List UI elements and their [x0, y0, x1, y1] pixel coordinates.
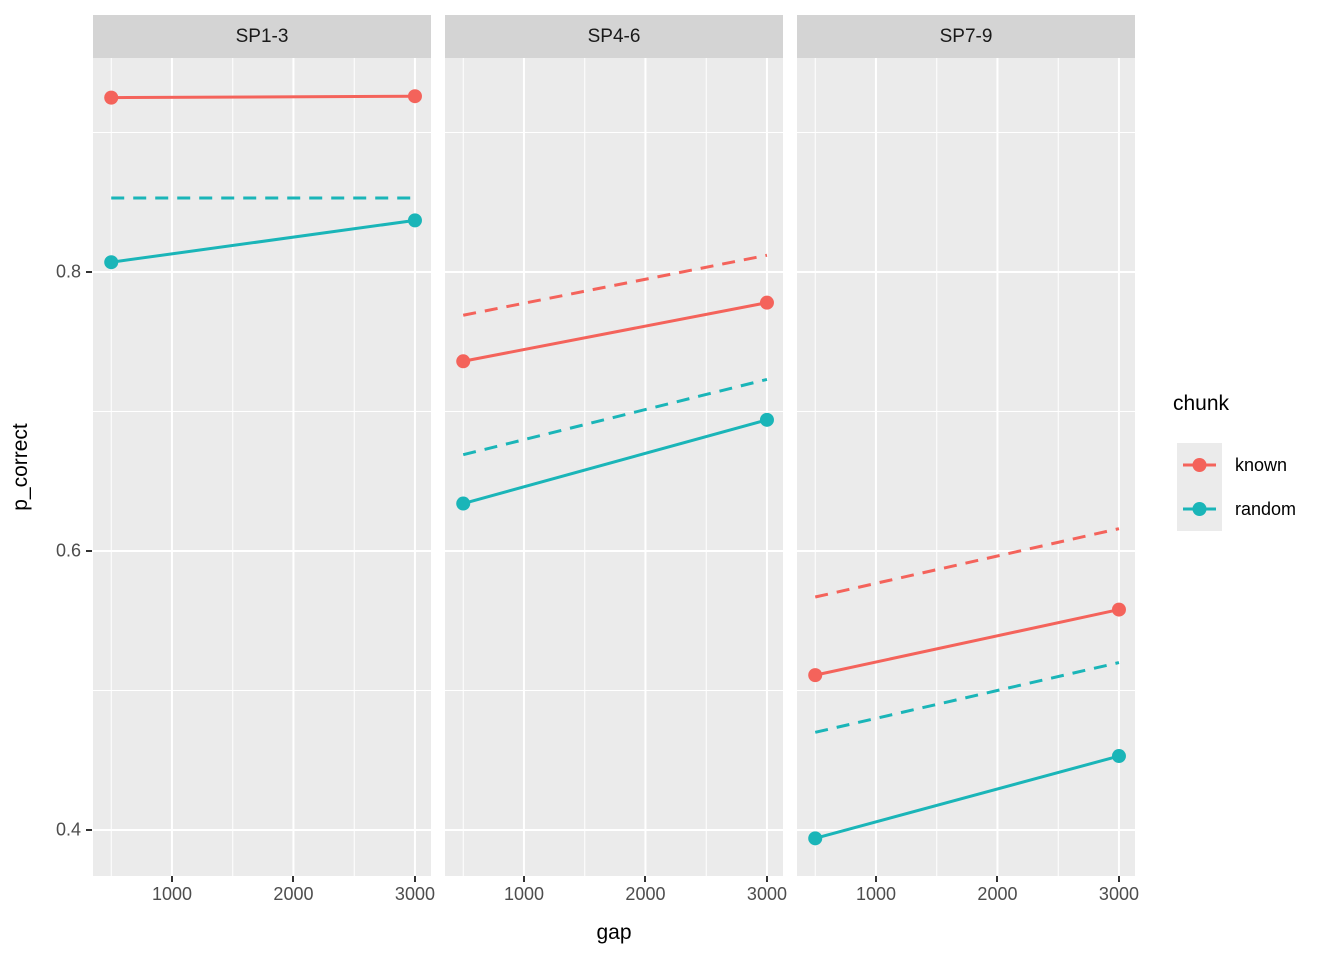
x-tick-mark: [413, 876, 416, 882]
series-line-random-solid: [111, 218, 416, 264]
x-tick-mark: [1117, 876, 1120, 882]
y-tick-mark: [86, 270, 92, 273]
y-tick-label: 0.6: [55, 540, 81, 561]
series-line-known-solid: [111, 94, 415, 100]
x-tick-mark: [522, 876, 525, 882]
series-line-random-dashed: [462, 377, 768, 457]
x-tick-label: 3000: [394, 884, 435, 904]
series-line-random-solid: [462, 418, 768, 505]
data-point-known: [104, 90, 119, 105]
data-point-random: [808, 831, 823, 846]
gridlines: [797, 58, 1135, 876]
x-tick-mark: [170, 876, 173, 882]
legend-title: chunk: [1173, 392, 1230, 415]
x-tick-label: 2000: [625, 884, 666, 904]
legend-item-known: known: [1177, 443, 1344, 487]
legend: chunk: [1173, 392, 1229, 442]
y-tick-label: 0.4: [55, 819, 81, 840]
facet-plot-svg: [93, 58, 431, 876]
facet-strip-label: SP4-6: [587, 25, 641, 47]
x-tick-label: 3000: [746, 884, 787, 904]
series-line-random-dashed: [814, 661, 1120, 734]
legend-key-icon: [1177, 443, 1222, 487]
series-line-random-solid: [814, 754, 1120, 840]
data-point-random: [456, 496, 471, 511]
series-line-known-solid: [462, 301, 768, 363]
facet-strip-sp1-3: SP1-3: [93, 15, 431, 58]
x-tick-label: 1000: [855, 884, 896, 904]
data-point-known: [407, 89, 422, 104]
data-point-random: [104, 255, 119, 270]
legend-item-label: known: [1235, 454, 1288, 475]
x-tick-mark: [874, 876, 877, 882]
data-point-known: [456, 354, 471, 369]
y-tick-mark: [86, 828, 92, 831]
facet-panel-sp4-6: [445, 58, 783, 876]
data-point-random: [759, 412, 774, 427]
facet-strip-sp4-6: SP4-6: [445, 15, 783, 58]
facet-strip-sp7-9: SP7-9: [797, 15, 1135, 58]
facet-strip-label: SP1-3: [235, 25, 289, 47]
data-point-known: [759, 295, 774, 310]
y-tick-label: 0.8: [55, 261, 81, 282]
facet-strip-label: SP7-9: [939, 25, 993, 47]
legend-item-random: random: [1177, 487, 1344, 531]
data-point-known: [1111, 602, 1126, 617]
y-axis-title: p_correct: [9, 423, 32, 511]
x-axis-title: gap: [596, 921, 632, 944]
x-tick-mark: [292, 876, 295, 882]
facet-panel-sp1-3: [93, 58, 431, 876]
gridlines: [93, 58, 431, 876]
y-tick-mark: [86, 549, 92, 552]
x-tick-label: 1000: [151, 884, 192, 904]
facet-plot-svg: [797, 58, 1135, 876]
legend-key-icon: [1177, 487, 1222, 531]
x-tick-label: 2000: [273, 884, 314, 904]
x-tick-mark: [996, 876, 999, 882]
data-point-random: [1111, 749, 1126, 764]
facet-panel-sp7-9: [797, 58, 1135, 876]
series-line-known-solid: [814, 608, 1120, 677]
gridlines: [445, 58, 783, 876]
data-point-random: [407, 213, 422, 228]
legend-item-label: random: [1235, 498, 1297, 519]
series-line-known-dashed: [814, 527, 1120, 599]
data-point-known: [808, 668, 823, 683]
legend-glyph-known: [1183, 458, 1216, 472]
x-tick-label: 1000: [503, 884, 544, 904]
legend-glyph-random: [1183, 502, 1216, 516]
x-tick-mark: [644, 876, 647, 882]
x-tick-mark: [765, 876, 768, 882]
x-tick-label: 2000: [977, 884, 1018, 904]
x-tick-label: 3000: [1098, 884, 1139, 904]
facet-plot-svg: [445, 58, 783, 876]
series-line-known-dashed: [462, 253, 768, 317]
